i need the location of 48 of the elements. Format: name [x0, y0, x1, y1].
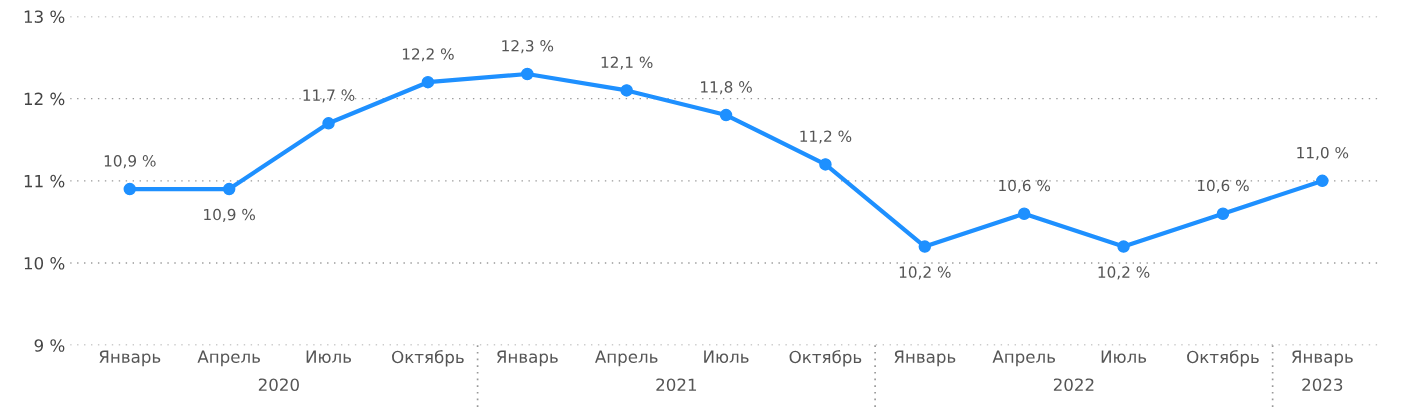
text: 2020: [258, 378, 299, 392]
x-tick-label: Январь: [894, 350, 956, 367]
y-tick-label: 13 %: [24, 10, 65, 24]
x-tick-label: Октябрь: [789, 350, 862, 367]
point: [322, 117, 335, 130]
text: 2023: [1302, 378, 1343, 392]
point: [421, 75, 435, 89]
data-label: 10,6 %: [1197, 179, 1249, 193]
x-tick-label: Июль: [306, 350, 352, 363]
data-label: 10,9 %: [104, 155, 156, 169]
data-label: 12,3 %: [502, 40, 554, 54]
point: [521, 67, 534, 81]
x-tick-label: Апрель: [197, 350, 260, 367]
data-label: 12,2 %: [402, 48, 454, 62]
x-tick-label: Январь: [496, 350, 558, 367]
data-label: 12,1 %: [601, 56, 653, 70]
x-tick-label: Июль: [1101, 350, 1147, 363]
y-tick-label: 12 %: [24, 92, 65, 106]
x-tick-label: Апрель: [992, 350, 1056, 367]
data-label: 11,0 %: [1297, 146, 1349, 160]
data-label: 10,2 %: [899, 266, 951, 280]
data-label: 10,6 %: [999, 179, 1051, 193]
y-tick-label: 9 %: [34, 339, 65, 352]
text: 2022: [1053, 378, 1094, 392]
x-tick-label: Апрель: [595, 350, 658, 367]
point: [918, 240, 932, 253]
y-tick-label: 11 %: [24, 174, 65, 188]
y-tick-label: 10 %: [24, 257, 65, 270]
point: [123, 182, 137, 196]
x-tick-label: Январь: [99, 350, 161, 367]
point: [819, 158, 832, 171]
point: [1117, 240, 1130, 253]
point: [1316, 174, 1329, 188]
point: [222, 182, 236, 196]
x-tick-label: Январь: [1291, 350, 1353, 367]
data-label: 10,9 %: [204, 208, 256, 222]
data-label: 11,2 %: [800, 130, 852, 144]
point: [620, 84, 633, 97]
x-tick-label: Октябрь: [392, 350, 464, 367]
point: [1216, 207, 1230, 220]
data-label: 10,2 %: [1098, 266, 1150, 280]
point: [719, 108, 733, 122]
data-label: 11,7 %: [303, 89, 355, 103]
x-tick-label: Октябрь: [1187, 350, 1259, 367]
x-tick-label: Июль: [704, 350, 749, 363]
point: [1017, 207, 1031, 220]
text: 2021: [656, 378, 697, 392]
data-label: 11,8 %: [701, 81, 752, 95]
